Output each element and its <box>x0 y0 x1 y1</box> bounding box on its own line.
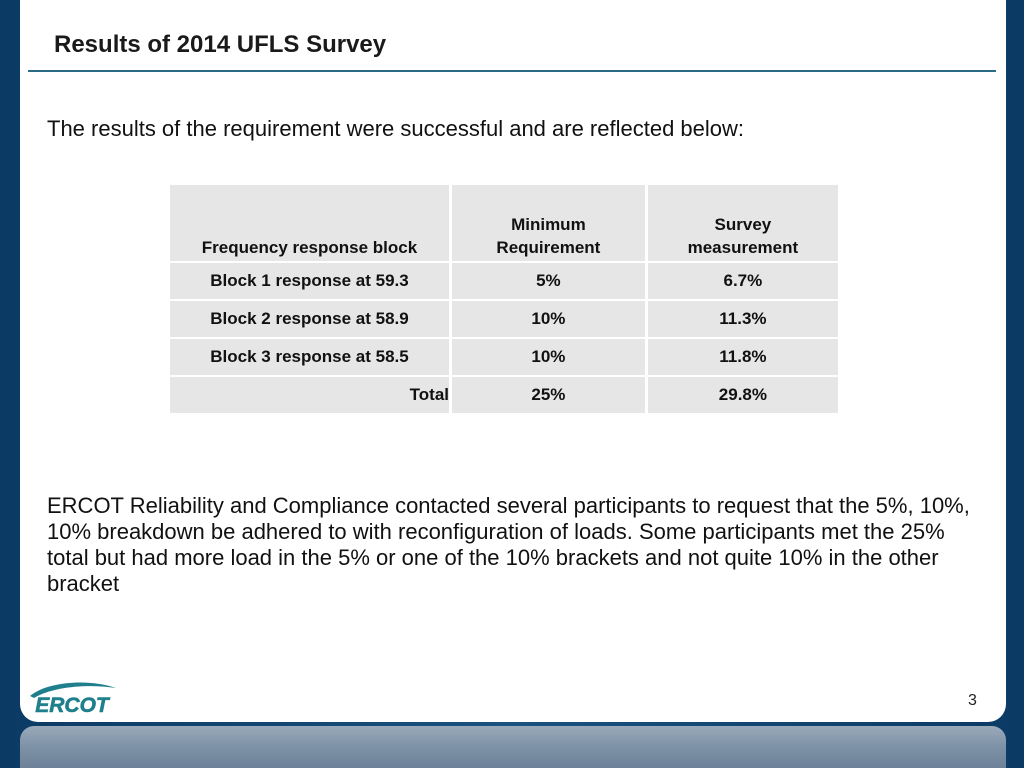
ercot-logo: ERCOT <box>30 682 116 716</box>
cell-survey: 11.8% <box>646 338 838 377</box>
table-row: Block 1 response at 59.3 5% 6.7% <box>170 262 838 301</box>
bottom-bar <box>20 726 1006 768</box>
table-row: Block 3 response at 58.5 10% 11.8% <box>170 338 838 377</box>
title-divider <box>28 70 996 72</box>
header-minimum-line1: Minimum <box>511 215 586 234</box>
cell-survey: 6.7% <box>646 262 838 301</box>
header-frequency-block-label: Frequency response block <box>201 238 418 257</box>
page-number: 3 <box>968 692 977 709</box>
cell-total-label: Total <box>170 376 453 413</box>
logo-wordmark: ERCOT <box>35 694 111 716</box>
cell-minimum: 10% <box>450 338 648 377</box>
header-survey-line1: Survey <box>714 215 772 234</box>
header-survey-measurement: Survey measurement <box>646 185 838 263</box>
intro-text: The results of the requirement were succ… <box>47 116 745 141</box>
header-minimum-requirement: Minimum Requirement <box>450 185 648 263</box>
slide-title: Results of 2014 UFLS Survey <box>54 31 387 58</box>
table-row: Block 2 response at 58.9 10% 11.3% <box>170 300 838 339</box>
header-frequency-block: Frequency response block <box>170 185 453 263</box>
cell-block: Block 3 response at 58.5 <box>170 338 453 377</box>
slide-canvas: Results of 2014 UFLS Survey The results … <box>20 0 1006 722</box>
header-survey-line2: measurement <box>687 238 799 257</box>
cell-minimum: 5% <box>450 262 648 301</box>
body-paragraph: ERCOT Reliability and Compliance contact… <box>47 493 970 596</box>
results-table: Frequency response block Minimum Require… <box>170 185 838 413</box>
cell-total-survey: 29.8% <box>646 376 838 413</box>
cell-minimum: 10% <box>450 300 648 339</box>
cell-block: Block 1 response at 59.3 <box>170 262 453 301</box>
table-header-row: Frequency response block Minimum Require… <box>170 185 838 263</box>
cell-total-minimum: 25% <box>450 376 648 413</box>
cell-survey: 11.3% <box>646 300 838 339</box>
table-row-total: Total 25% 29.8% <box>170 376 838 413</box>
header-minimum-line2: Requirement <box>496 238 601 257</box>
cell-block: Block 2 response at 58.9 <box>170 300 453 339</box>
logo-swoosh <box>30 682 116 698</box>
